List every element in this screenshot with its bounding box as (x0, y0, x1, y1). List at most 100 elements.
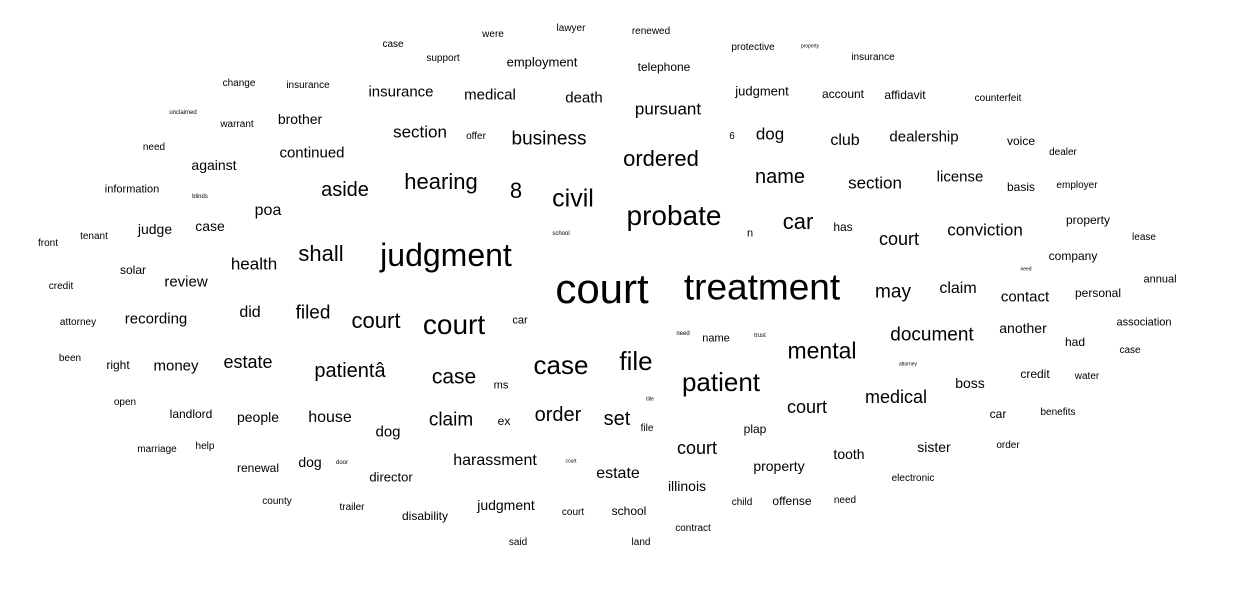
word: employer (1056, 180, 1098, 191)
word: review (164, 273, 208, 291)
word: claim (939, 280, 977, 297)
word: continued (279, 144, 345, 162)
word: estate (596, 465, 640, 482)
word: estate (223, 352, 273, 372)
word: pursuant (634, 99, 702, 119)
word: another (999, 320, 1047, 336)
word: offense (772, 494, 812, 508)
word: conviction (947, 220, 1023, 240)
word: renewal (236, 461, 280, 475)
word: claim (428, 409, 474, 431)
word: water (1074, 371, 1100, 382)
word: business (511, 128, 587, 150)
word: right (106, 358, 130, 372)
word: company (1048, 249, 1098, 263)
word: door (335, 460, 349, 466)
word: car (782, 209, 814, 234)
word: contract (675, 523, 711, 534)
word: medical (864, 387, 928, 407)
word: patient (681, 367, 761, 397)
word: 6 (729, 131, 735, 142)
word: said (508, 537, 528, 548)
word: shall (298, 241, 344, 266)
word: trust (754, 333, 766, 339)
word: plap (743, 422, 767, 436)
word: court (676, 438, 718, 458)
word: court (555, 265, 649, 312)
word: court (422, 309, 486, 340)
word: section (393, 122, 447, 142)
word: insurance (368, 83, 434, 101)
word: order (534, 404, 582, 426)
word: credit (1020, 367, 1050, 381)
word: court (878, 229, 920, 249)
word: mental (787, 337, 857, 364)
word: annual (1143, 273, 1177, 286)
word: name (754, 166, 806, 188)
word: dealer (1049, 147, 1077, 158)
word: need (142, 142, 166, 153)
word: recording (124, 310, 188, 328)
word: people (236, 409, 280, 425)
word: medical (464, 86, 516, 104)
word: telephone (637, 60, 691, 74)
word: judgment (477, 497, 535, 513)
word: case (431, 365, 477, 389)
word: marriage (137, 444, 177, 455)
word: case (533, 350, 589, 380)
word: warrant (220, 119, 254, 130)
word: trailer (339, 502, 365, 513)
word: name (702, 332, 730, 345)
word: affidavit (884, 88, 926, 102)
word: probate (626, 200, 722, 231)
word: account (821, 87, 865, 101)
word: did (239, 304, 261, 321)
word: court (351, 308, 401, 333)
word: brother (277, 111, 323, 127)
word: illinois (667, 478, 707, 494)
word: landlord (169, 407, 213, 421)
word: electronic (891, 473, 935, 484)
word: order (996, 440, 1020, 451)
word: were (482, 29, 504, 40)
word: had (1064, 335, 1086, 349)
word: property (1065, 213, 1111, 227)
word: tooth (833, 446, 865, 462)
word: has (833, 220, 853, 234)
word: club (830, 132, 860, 149)
word: need (1020, 266, 1032, 273)
word: help (195, 441, 215, 452)
word: ordered (623, 146, 699, 171)
word: been (58, 353, 82, 364)
word: car (373, 320, 375, 322)
word: document (890, 324, 974, 346)
word: ms (493, 379, 509, 392)
word: car (989, 407, 1007, 421)
word: dog (375, 423, 401, 441)
word: open (113, 397, 137, 408)
word: judgment (735, 83, 789, 99)
word: poa (254, 202, 282, 219)
word: disability (401, 509, 449, 523)
word: property (800, 43, 820, 50)
word: case (195, 218, 225, 234)
word: n (746, 227, 754, 240)
word: offer (466, 131, 486, 142)
word: insurance (851, 52, 895, 63)
word: house (308, 409, 352, 426)
word: harassment (453, 452, 537, 469)
word: boss (955, 375, 985, 391)
word: license (936, 168, 984, 186)
word: dog (755, 124, 785, 144)
word: employment (506, 54, 578, 70)
word: title (646, 396, 654, 403)
word: renewed (631, 26, 671, 37)
word: front (37, 238, 59, 249)
word: aside (321, 179, 369, 201)
word: county (262, 496, 292, 507)
word: protective (731, 42, 775, 53)
word: lawyer (556, 23, 586, 34)
word: personal (1074, 286, 1122, 300)
word: case (382, 39, 404, 50)
